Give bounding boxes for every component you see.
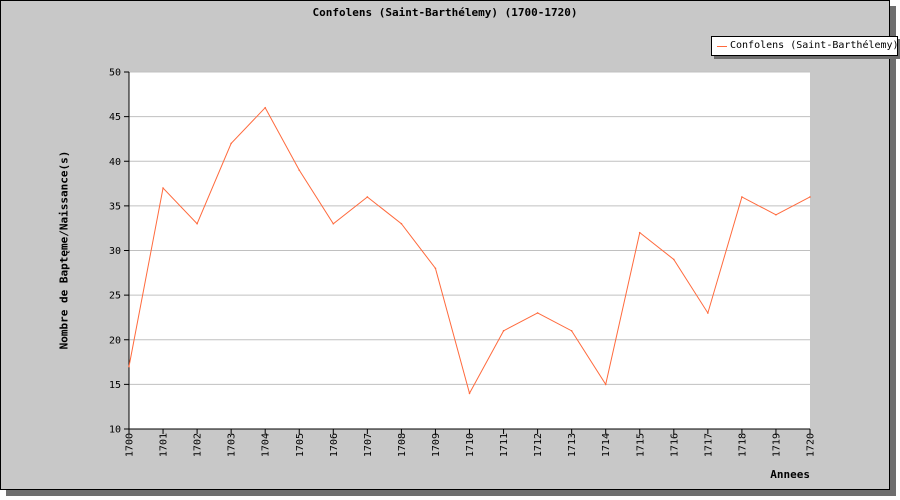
- data-point: [502, 330, 505, 332]
- chart-title: Confolens (Saint-Barthélemy) (1700-1720): [312, 6, 578, 19]
- legend-swatch: [717, 46, 727, 47]
- series-layer: [128, 106, 811, 395]
- x-tick-label: 1710: [465, 433, 476, 457]
- x-tick-label: 1714: [601, 433, 612, 457]
- x-tick-label: 1711: [499, 433, 510, 457]
- data-point: [366, 196, 369, 198]
- data-point: [162, 187, 164, 189]
- y-tick-label: 15: [109, 380, 121, 391]
- data-point: [741, 196, 743, 198]
- x-tick-label: 1703: [227, 433, 238, 457]
- x-tick-label: 1717: [703, 433, 714, 457]
- x-tick-label: 1712: [533, 433, 544, 457]
- x-tick-label: 1716: [669, 433, 680, 457]
- data-point: [707, 312, 709, 314]
- data-point: [128, 365, 130, 368]
- x-tick-label: 1713: [567, 433, 578, 457]
- x-tick-label: 1700: [125, 433, 136, 457]
- data-point: [230, 142, 232, 145]
- x-tick-label: 1706: [329, 433, 340, 457]
- legend: Confolens (Saint-Barthélemy): [711, 36, 898, 56]
- legend-label: Confolens (Saint-Barthélemy): [730, 40, 898, 51]
- data-point: [809, 196, 811, 198]
- data-point: [434, 267, 437, 270]
- data-point: [570, 330, 573, 332]
- x-tick-label: 1718: [737, 433, 748, 457]
- data-point: [332, 222, 335, 225]
- y-tick-label: 20: [109, 335, 121, 346]
- x-tick-label: 1720: [806, 433, 817, 457]
- y-axis: 10 15 20 25 30 35 40 45 50: [109, 68, 130, 436]
- data-point: [604, 383, 607, 386]
- y-tick-label: 50: [109, 68, 121, 79]
- y-tick-label: 10: [109, 425, 121, 436]
- data-point: [638, 231, 641, 234]
- x-tick-label: 1705: [295, 433, 306, 457]
- frame-shadow: [890, 6, 896, 496]
- data-point: [264, 106, 267, 109]
- x-axis: 1700 1701 1702 1703 1704 1705 1706 1707 1708 1709…: [125, 428, 817, 457]
- x-tick-label: 1704: [261, 433, 272, 457]
- x-tick-label: 1708: [397, 433, 408, 457]
- data-point: [673, 258, 675, 261]
- x-axis-label: Annees: [770, 468, 810, 481]
- y-tick-label: 40: [109, 157, 121, 168]
- x-tick-label: 1702: [193, 433, 204, 457]
- data-point: [468, 392, 471, 395]
- data-point: [775, 214, 777, 216]
- frame-shadow: [6, 490, 896, 496]
- data-point: [536, 312, 539, 314]
- x-tick-label: 1707: [363, 433, 374, 457]
- x-tick-label: 1709: [431, 433, 442, 457]
- y-axis-label: Nombre de Baptęme/Naissance(s): [57, 150, 71, 350]
- y-tick-label: 35: [109, 201, 121, 212]
- data-point: [298, 169, 301, 171]
- x-tick-label: 1719: [771, 433, 782, 457]
- x-tick-label: 1715: [635, 433, 646, 457]
- y-tick-label: 30: [109, 246, 121, 257]
- y-tick-label: 25: [109, 291, 121, 302]
- x-tick-label: 1701: [159, 433, 170, 457]
- y-tick-label: 45: [109, 112, 121, 123]
- data-point: [400, 222, 403, 225]
- data-point: [196, 222, 198, 225]
- grid-lines: [129, 71, 810, 385]
